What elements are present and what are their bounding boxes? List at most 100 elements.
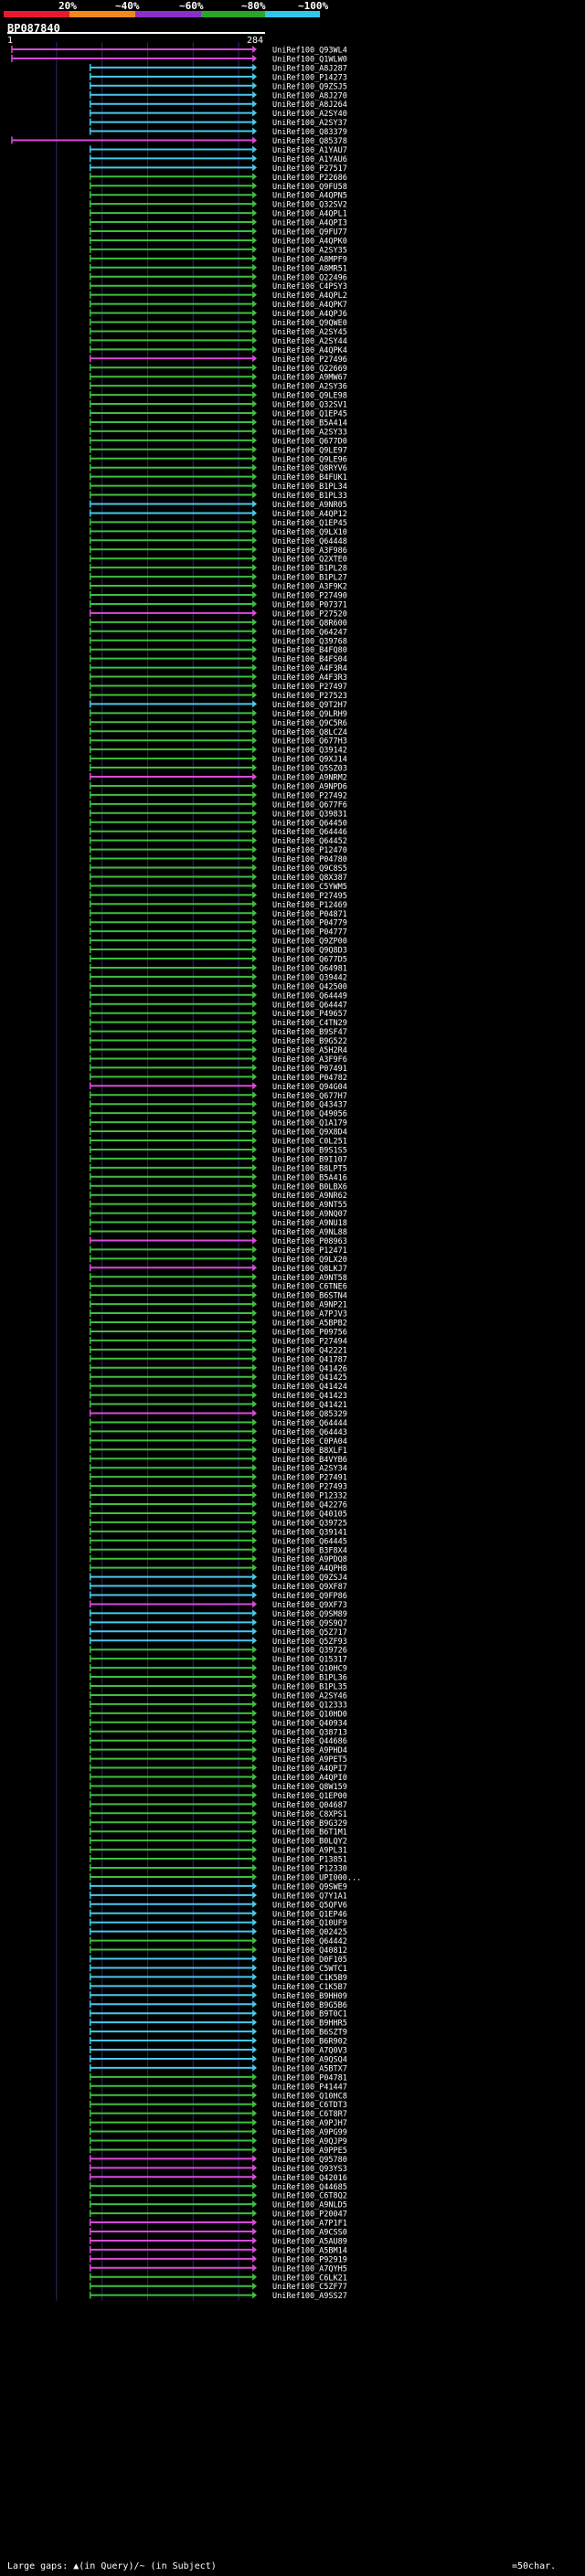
hit-arrow <box>252 800 258 808</box>
hit-label: UniRef100_C0L251 <box>272 1138 347 1147</box>
hit-label: UniRef100_Q04687 <box>272 1801 347 1810</box>
hit-label: UniRef100_A2SY35 <box>272 246 347 255</box>
hit-label: UniRef100_A2SY33 <box>272 428 347 437</box>
footer-note: Large gaps: ▲(in Query)/~ (in Subject) <box>7 2561 217 2571</box>
hit-arrow <box>252 54 258 62</box>
hit-arrow <box>252 491 258 499</box>
scale-note: =50char. <box>512 2561 557 2571</box>
hit-label: UniRef100_Q9FU58 <box>272 183 347 192</box>
hit-label: UniRef100_A7QYH5 <box>272 2264 347 2274</box>
hit-arrow <box>252 1936 258 1945</box>
hit-label: UniRef100_A1YAU6 <box>272 155 347 164</box>
hit-arrow <box>252 418 258 426</box>
hit-arrow <box>252 2091 258 2099</box>
hit-arrow <box>252 955 258 962</box>
hit-arrow <box>252 1745 258 1754</box>
legend-label-40: ~40% <box>115 0 140 12</box>
hit-arrow <box>252 2146 258 2154</box>
hit-label: UniRef100_A4QPH8 <box>272 1564 347 1574</box>
hit-label: UniRef100_B9HHR5 <box>272 2019 347 2029</box>
hit-arrow <box>252 318 258 326</box>
hit-label: UniRef100_Q41423 <box>272 1392 347 1401</box>
hit-label: UniRef100_P20047 <box>272 2210 347 2220</box>
hit-arrow <box>252 1154 258 1162</box>
hit-label: UniRef100_P27496 <box>272 355 347 365</box>
hit-arrow <box>252 2164 258 2172</box>
hit-label: UniRef100_P27523 <box>272 692 347 701</box>
hit-arrow <box>252 582 258 590</box>
hit-label: UniRef100_Q64450 <box>272 819 347 828</box>
hit-arrow <box>252 891 258 899</box>
hit-label: UniRef100_A9NP21 <box>272 1301 347 1310</box>
hit-label: UniRef100_P04779 <box>272 919 347 928</box>
hit-label: UniRef100_A9NPD6 <box>272 782 347 791</box>
hit-arrow <box>252 2136 258 2145</box>
hit-arrow <box>252 873 258 881</box>
hit-arrow <box>252 555 258 563</box>
hit-label: UniRef100_Q39768 <box>272 637 347 646</box>
hit-arrow <box>252 1618 258 1627</box>
hit-label: UniRef100_Q2XTE0 <box>272 556 347 565</box>
hit-arrow <box>252 1718 258 1726</box>
hit-arrow <box>252 1709 258 1717</box>
hit-label: UniRef100_B9G5B6 <box>272 2001 347 2010</box>
hit-label: UniRef100_C5YWM5 <box>272 883 347 892</box>
hit-label: UniRef100_A2SY46 <box>272 1691 347 1701</box>
hit-label: UniRef100_Q39831 <box>272 810 347 819</box>
hit-arrow <box>252 1446 258 1454</box>
hit-arrow <box>252 1282 258 1290</box>
hit-arrow <box>252 2054 258 2062</box>
hit-arrow <box>252 1955 258 1963</box>
hit-label: UniRef100_A9NT58 <box>272 1274 347 1283</box>
hit-arrow <box>252 2072 258 2081</box>
hit-label: UniRef100_A9CSS0 <box>272 2229 347 2238</box>
hit-label: UniRef100_P12470 <box>272 846 347 855</box>
hit-arrow <box>252 1327 258 1335</box>
hit-label: UniRef100_Q93WL4 <box>272 47 347 56</box>
hit-label: UniRef100_A9NRM2 <box>272 774 347 783</box>
hit-label: UniRef100_A4QPL2 <box>272 292 347 301</box>
hit-label: UniRef100_C5ZF77 <box>272 2283 347 2292</box>
hit-arrow <box>252 136 258 144</box>
hit-label: UniRef100_A4QPK7 <box>272 301 347 310</box>
hit-arrow <box>252 1363 258 1372</box>
hit-arrow <box>252 1945 258 1954</box>
hit-label: UniRef100_A9PHD4 <box>272 1746 347 1755</box>
hit-label: UniRef100_B1PL36 <box>272 1674 347 1683</box>
hit-label: UniRef100_B4FQ80 <box>272 646 347 655</box>
hit-label: UniRef100_A5BM14 <box>272 2246 347 2255</box>
hit-label: UniRef100_A9NT55 <box>272 1201 347 1210</box>
hit-arrow <box>252 2019 258 2027</box>
hit-arrow <box>252 1409 258 1417</box>
hit-label: UniRef100_C6LK21 <box>272 2274 347 2283</box>
hit-label: UniRef100_Q12333 <box>272 1701 347 1710</box>
hit-arrow <box>252 527 258 535</box>
hit-arrow <box>252 218 258 227</box>
hit-arrow <box>252 2273 258 2281</box>
hit-arrow <box>252 1800 258 1808</box>
hit-arrow <box>252 1045 258 1054</box>
hit-arrow <box>252 272 258 281</box>
hit-label: UniRef100_Q10HC8 <box>272 2092 347 2101</box>
hit-arrow <box>252 1518 258 1526</box>
hit-label: UniRef100_C1K5B7 <box>272 1983 347 1992</box>
hit-arrow <box>252 1209 258 1217</box>
hit-arrow <box>252 1236 258 1245</box>
hit-label: UniRef100_A9PET5 <box>272 1755 347 1765</box>
hit-arrow <box>252 90 258 99</box>
hit-arrow <box>252 391 258 399</box>
hit-arrow <box>252 1527 258 1535</box>
hit-label: UniRef100_P22686 <box>272 174 347 183</box>
hit-label: UniRef100_Q40105 <box>272 1510 347 1519</box>
hit-arrow <box>252 2291 258 2299</box>
hit-arrow <box>252 718 258 726</box>
hit-arrow <box>252 81 258 90</box>
hit-label: UniRef100_Q39142 <box>272 747 347 756</box>
hit-label: UniRef100_A8J270 <box>272 91 347 101</box>
hit-label: UniRef100_Q9LX10 <box>272 528 347 537</box>
hit-arrow <box>252 1064 258 1072</box>
hit-label: UniRef100_Q9SWE9 <box>272 1882 347 1892</box>
hit-arrow <box>252 1646 258 1654</box>
hit-arrow <box>252 864 258 872</box>
hit-label: UniRef100_A9NU18 <box>272 1219 347 1228</box>
